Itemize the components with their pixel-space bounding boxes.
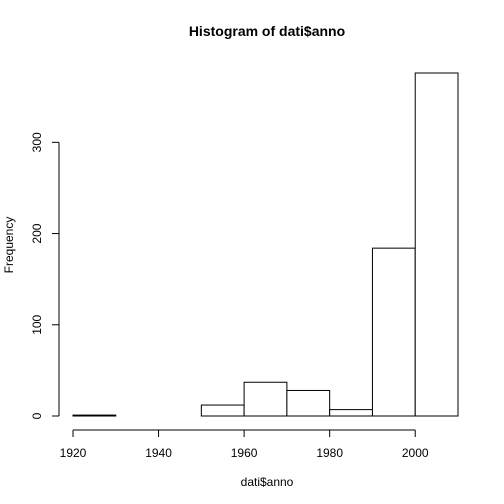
histogram-bar-2000-2010: [414, 72, 459, 417]
histogram-bar-1990-2000: [371, 247, 416, 417]
x-tick-label-2000: 2000: [402, 446, 429, 460]
chart-title: Histogram of dati$anno: [189, 23, 345, 39]
y-tick-label-300: 300: [30, 132, 44, 152]
histogram-bar-1980-1990: [329, 409, 373, 417]
x-tick-label-1980: 1980: [316, 446, 343, 460]
bars-group: [72, 72, 459, 417]
histogram-bar-1970-1980: [286, 389, 331, 417]
x-axis: 1920 1940 1960 1980 2000: [60, 429, 429, 460]
x-tick-label-1920: 1920: [60, 446, 87, 460]
x-axis-label: dati$anno: [241, 475, 294, 489]
histogram-bar-1920-1930: [72, 414, 117, 417]
x-tick-label-1960: 1960: [231, 446, 258, 460]
y-tick-label-200: 200: [30, 223, 44, 243]
y-axis: 0 100 200 300: [30, 132, 60, 419]
y-tick-label-100: 100: [30, 314, 44, 334]
y-tick-label-0: 0: [30, 412, 44, 419]
histogram-bar-1950-1960: [200, 404, 245, 417]
histogram-bar-1960-1970: [243, 381, 288, 417]
y-axis-label: Frequency: [2, 217, 16, 274]
x-tick-label-1940: 1940: [145, 446, 172, 460]
